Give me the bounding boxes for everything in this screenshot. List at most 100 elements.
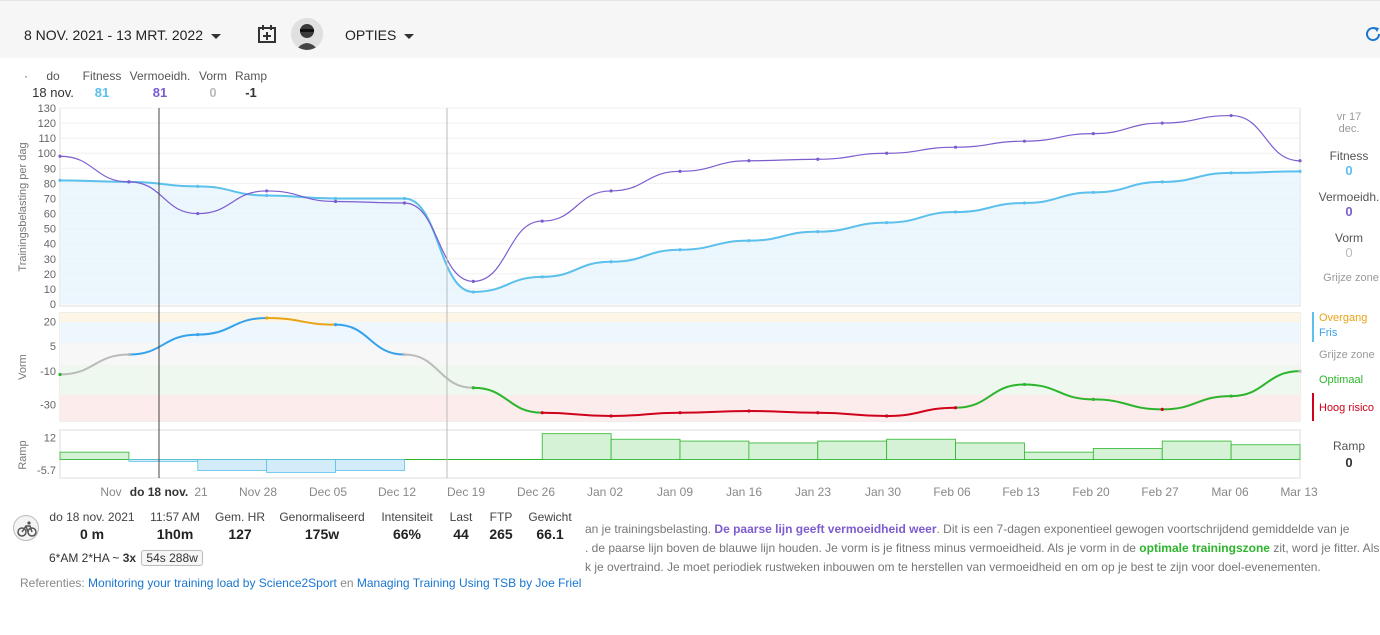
date-range-label: 8 NOV. 2021 - 13 MRT. 2022	[24, 27, 203, 43]
avatar[interactable]	[291, 18, 323, 50]
x-axis-tick-label: Mar 13	[1280, 485, 1318, 499]
right-fitness-label: Fitness	[1329, 149, 1369, 163]
ramp-bar	[748, 442, 819, 460]
activity-weight: Gewicht 66.1	[528, 510, 572, 542]
form-line-segment	[748, 410, 818, 414]
form-y-tick-label: 20	[44, 316, 56, 328]
right-fitness: Fitness 0	[1312, 149, 1380, 178]
chevron-down-icon	[404, 33, 415, 39]
form-point	[609, 414, 613, 418]
form-point	[196, 333, 200, 337]
fitness-point	[333, 196, 338, 201]
x-axis-tick-label: Dec 05	[309, 485, 347, 499]
load-y-tick-label: 0	[50, 299, 56, 311]
ramp-bar	[1024, 451, 1094, 460]
ramp-bar	[1092, 448, 1163, 460]
form-point	[1229, 394, 1233, 398]
cursor-fitness-value: 81	[94, 85, 110, 100]
zone-optimal-band	[60, 365, 1300, 395]
form-line-segment	[1024, 383, 1094, 401]
options-menu-button[interactable]: OPTIES	[345, 27, 415, 43]
fitness-point	[196, 184, 200, 188]
cursor-ramp-label: Ramp	[234, 69, 267, 83]
cursor-form-value: 0	[209, 85, 217, 100]
form-line-segment	[335, 323, 405, 356]
ramp-y-tick-label: -5.7	[37, 465, 56, 477]
load-y-tick-label: 100	[38, 148, 56, 160]
ramp-bar	[610, 438, 681, 460]
fatigue-point	[1091, 132, 1095, 136]
fatigue-point	[402, 201, 407, 205]
activity-date: do 18 nov. 2021 0 m	[49, 510, 135, 542]
form-line-segment	[404, 353, 474, 389]
cursor-ramp: Ramp -1	[232, 68, 270, 100]
form-point	[953, 406, 958, 410]
date-range-selector[interactable]: 8 NOV. 2021 - 13 MRT. 2022	[24, 27, 221, 43]
options-label: OPTIES	[345, 27, 397, 43]
cursor-day-label: do	[46, 69, 60, 83]
cursor-fitness: Fitness 81	[80, 68, 124, 100]
zone-fresh-bar	[1312, 312, 1314, 342]
cursor-date: do 18 nov.	[28, 68, 78, 100]
form-point	[333, 323, 338, 327]
interval-box: 54s 288w	[141, 550, 203, 566]
right-fitness-value: 0	[1345, 163, 1353, 178]
form-point	[1298, 369, 1302, 373]
zone-risk-bar	[1312, 393, 1314, 421]
zone-fresh-band	[60, 322, 1300, 343]
load-y-tick-label: 120	[38, 118, 56, 130]
x-axis-tick-label: Dec 12	[378, 485, 416, 499]
cursor-form: Vorm 0	[196, 68, 230, 100]
x-axis-tick-label: Feb 27	[1141, 485, 1179, 499]
form-point	[127, 352, 131, 357]
zone-optimal-label: Optimaal	[1319, 374, 1364, 386]
ramp-bar	[817, 440, 888, 460]
right-fatigue-value: 0	[1345, 204, 1353, 219]
right-fatigue-label: Vermoeidh.	[1318, 190, 1380, 204]
x-axis-tick-label: Nov	[100, 485, 121, 499]
right-fatigue: Vermoeidh. 0	[1312, 190, 1380, 219]
cursor-fatigue: Vermoeidh. 81	[127, 68, 193, 100]
cursor-date-label: 18 nov.	[32, 85, 74, 100]
fatigue-point	[196, 211, 200, 216]
right-form-value: 0	[1345, 245, 1353, 260]
description-line2: . de paarse lijn boven de blauwe lijn ho…	[585, 541, 1380, 555]
form-y-tick-label: -30	[40, 399, 56, 411]
fatigue-point	[265, 189, 269, 193]
load-y-axis-label: Trainingsbelasting per dag	[17, 142, 29, 271]
ramp-bar	[59, 451, 130, 460]
fitness-point	[1091, 190, 1095, 195]
form-point	[402, 352, 407, 357]
load-y-tick-label: 50	[44, 224, 56, 236]
bike-icon[interactable]	[13, 515, 39, 541]
fitness-point	[816, 230, 820, 234]
description-line1: an je trainingsbelasting. De paarse lijn…	[585, 522, 1350, 536]
fatigue-point	[1022, 139, 1027, 143]
zone-transition-band	[60, 313, 1300, 322]
form-line-segment	[886, 406, 956, 418]
fitness-point	[747, 239, 751, 243]
form-point	[747, 409, 751, 413]
load-y-tick-label: 20	[44, 269, 56, 281]
fatigue-point	[953, 145, 958, 149]
reference-link-science2sport[interactable]: Monitoring your training load by Science…	[88, 576, 337, 590]
calendar-add-icon[interactable]	[257, 24, 277, 44]
fatigue-point	[471, 279, 475, 283]
fitness-point	[609, 260, 613, 264]
ramp-bar	[197, 459, 268, 472]
refresh-icon[interactable]	[1364, 25, 1380, 43]
fitness-point	[953, 210, 958, 214]
form-y-tick-label: 5	[50, 341, 56, 353]
zone-high-risk-label: Hoog risico	[1319, 402, 1375, 414]
load-y-tick-label: 90	[44, 163, 56, 175]
reference-link-joe-friel[interactable]: Managing Training Using TSB by Joe Friel	[356, 576, 582, 590]
load-y-tick-label: 10	[44, 284, 56, 296]
right-ramp-label: Ramp	[1332, 439, 1365, 453]
activity-intervals: 6*AM 2*HA ~ 3x 54s 288w	[49, 550, 203, 566]
cursor-fatigue-value: 81	[152, 85, 168, 100]
form-point	[885, 414, 889, 418]
right-ramp: Ramp 0	[1312, 439, 1380, 470]
x-axis-tick-label: Feb 13	[1002, 485, 1040, 499]
form-line-segment	[817, 411, 887, 418]
